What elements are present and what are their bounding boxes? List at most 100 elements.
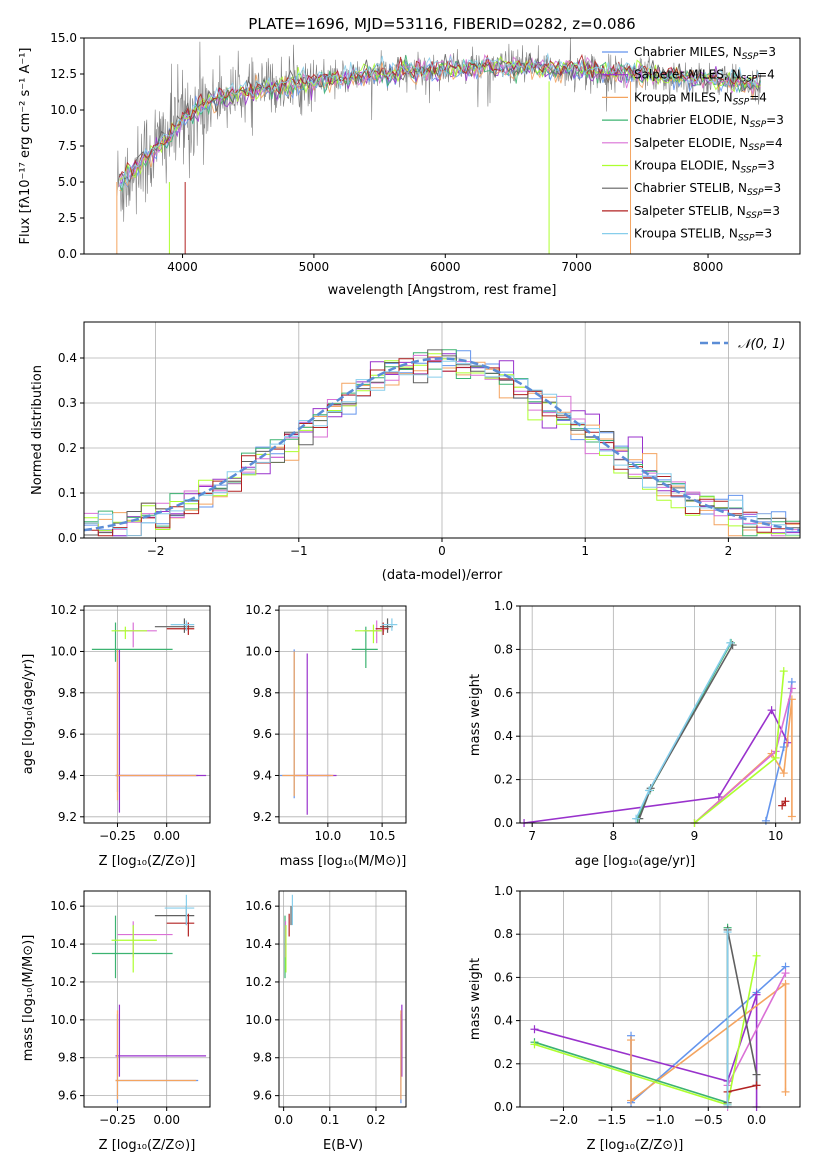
p4-x-tick-label: 10.0 <box>314 829 341 843</box>
p3-y-tick-label: 9.2 <box>58 810 77 824</box>
age-vs-z-panel: −0.25 0.00 9.2 9.4 9.6 9.8 10.0 10.2 <box>50 603 211 843</box>
p5-frame <box>519 605 801 824</box>
p7-x-tick-label: 0.0 <box>274 1113 293 1127</box>
residual-y-tick-label: 0.4 <box>58 351 77 365</box>
p7-y-tick-label: 10.2 <box>245 975 272 989</box>
p5-y-tick-label: 0.6 <box>494 686 513 700</box>
legend-entry: Kroupa STELIB, NSSP=3 <box>634 227 772 244</box>
legend-entry: Chabrier MILES, NSSP=3 <box>634 45 776 62</box>
p6-y-tick-label: 9.6 <box>58 1089 77 1103</box>
residual-y-tick-label: 0.2 <box>58 441 77 455</box>
p8-y-label: mass weight <box>468 958 483 1040</box>
legend-entry: Chabrier ELODIE, NSSP=3 <box>634 113 784 130</box>
p7-y-tick-label: 9.8 <box>253 1051 272 1065</box>
p7-y-tick-label: 9.6 <box>253 1089 272 1103</box>
spectrum-x-tick-label: 5000 <box>299 260 330 274</box>
p5-y-tick-label: 0.4 <box>494 729 513 743</box>
residual-histogram-panel: −2 −1 0 1 2 0.0 0.1 0.2 0.3 0.4 (data-model)/erro… <box>30 321 801 583</box>
p3-y-tick-label: 9.6 <box>58 727 77 741</box>
spectrum-y-tick-label: 5.0 <box>58 175 77 189</box>
p5-weight-line <box>523 708 789 824</box>
p5-y-tick-label: 0.2 <box>494 773 513 787</box>
weight-vs-age-panel: 7 8 9 10 0.0 0.2 0.4 0.6 0.8 1.0 <box>494 599 801 843</box>
mass-vs-z-panel: −0.25 0.00 9.6 9.8 10.0 10.2 10.4 10.6 <box>50 890 211 1127</box>
p8-y-tick-label: 0.8 <box>494 927 513 941</box>
p8-y-tick-label: 0.6 <box>494 970 513 984</box>
age-vs-mass-panel: 10.0 10.5 9.2 9.4 9.6 9.8 10.0 10.2 <box>245 603 407 843</box>
p3-y-label: age [log₁₀(age/yr)] <box>21 654 36 775</box>
p8-y-tick-label: 0.4 <box>494 1014 513 1028</box>
legend-entry: Salpeter ELODIE, NSSP=4 <box>634 136 783 153</box>
legend-entry: Kroupa ELODIE, NSSP=3 <box>634 159 775 176</box>
gauss-legend-label: 𝒩(0, 1) <box>738 337 785 352</box>
p3-y-tick-label: 10.2 <box>50 603 77 617</box>
spectrum-x-tick-label: 8000 <box>693 260 724 274</box>
p4-y-tick-label: 10.0 <box>245 644 272 658</box>
p5-x-tick-label: 10 <box>768 829 783 843</box>
p3-y-tick-label: 9.8 <box>58 686 77 700</box>
spectrum-panel: 4000 5000 6000 7000 8000 0.0 2.5 5.0 7.5 10.0 12.5… <box>18 15 801 298</box>
p5-x-label: age [log₁₀(age/yr)] <box>575 854 696 869</box>
p6-y-tick-label: 10.0 <box>50 1013 77 1027</box>
p8-y-tick-label: 0.2 <box>494 1057 513 1071</box>
p8-x-tick-label: −1.5 <box>597 1113 626 1127</box>
p4-x-label: mass [log₁₀(M/M⊙)] <box>280 854 407 869</box>
legend-entry: Salpeter STELIB, NSSP=3 <box>634 204 780 221</box>
p3-x-label: Z [log₁₀(Z/Z⊙)] <box>99 854 196 869</box>
legend-entry: Chabrier STELIB, NSSP=3 <box>634 181 781 198</box>
spectrum-y-tick-label: 0.0 <box>58 247 77 261</box>
gaussian-curve <box>83 357 801 532</box>
weight-vs-z-panel: −2.0 −1.5 −1.0 −0.5 0.0 0.0 0.2 0.4 0.6 0.8 1.0 <box>494 884 801 1127</box>
spectrum-y-tick-label: 2.5 <box>58 211 77 225</box>
p4-x-tick-label: 10.5 <box>369 829 396 843</box>
p4-y-tick-label: 10.2 <box>245 603 272 617</box>
spectrum-y-tick-label: 15.0 <box>50 31 77 45</box>
p8-x-label: Z [log₁₀(Z/Z⊙)] <box>587 1138 684 1153</box>
residual-x-tick-label: −1 <box>290 544 308 558</box>
p5-y-tick-label: 0.8 <box>494 642 513 656</box>
spectrum-x-tick-label: 6000 <box>430 260 461 274</box>
spectrum-x-tick-label: 4000 <box>167 260 198 274</box>
p7-frame <box>278 890 407 1108</box>
p6-y-label: mass [log₁₀(M/M⊙)] <box>21 935 36 1062</box>
p6-x-tick-label: 0.00 <box>153 1113 180 1127</box>
p8-x-tick-label: −2.0 <box>549 1113 578 1127</box>
p3-y-tick-label: 9.4 <box>58 768 77 782</box>
spectrum-model-line <box>119 53 762 178</box>
legend-entry: Salpeter MILES, NSSP=4 <box>634 68 775 85</box>
spectrum-x-label: wavelength [Angstrom, rest frame] <box>328 283 557 298</box>
p5-x-tick-label: 7 <box>528 829 536 843</box>
p4-y-tick-label: 9.6 <box>253 727 272 741</box>
p5-x-tick-label: 9 <box>691 829 699 843</box>
residual-x-tick-label: 1 <box>581 544 589 558</box>
p5-y-label: mass weight <box>468 674 483 756</box>
p4-y-tick-label: 9.8 <box>253 686 272 700</box>
p3-y-tick-label: 10.0 <box>50 644 77 658</box>
residual-y-label: Normed distribution <box>30 365 45 495</box>
p8-weight-line <box>727 1084 757 1093</box>
p6-y-tick-label: 10.2 <box>50 975 77 989</box>
p8-x-tick-label: −1.0 <box>645 1113 674 1127</box>
p7-x-label: E(B-V) <box>323 1138 363 1153</box>
p5-y-tick-label: 1.0 <box>494 599 513 613</box>
spectrum-y-tick-label: 12.5 <box>50 67 77 81</box>
p6-x-tick-label: −0.25 <box>99 1113 136 1127</box>
residual-x-tick-label: 0 <box>438 544 446 558</box>
p6-y-tick-label: 10.6 <box>50 899 77 913</box>
p8-x-tick-label: 0.0 <box>747 1113 766 1127</box>
p6-x-label: Z [log₁₀(Z/Z⊙)] <box>99 1138 196 1153</box>
spectrum-y-tick-label: 7.5 <box>58 139 77 153</box>
p6-frame <box>83 890 211 1108</box>
p5-y-tick-label: 0.0 <box>494 816 513 830</box>
spectrum-legend: Chabrier MILES, NSSP=3 Salpeter MILES, NS… <box>602 45 784 244</box>
p8-x-tick-label: −0.5 <box>694 1113 723 1127</box>
p8-y-tick-label: 1.0 <box>494 884 513 898</box>
spectrum-y-label: Flux [fλ10⁻¹⁷ erg cm⁻² s⁻¹ A⁻¹] <box>18 48 33 245</box>
p4-y-tick-label: 9.2 <box>253 810 272 824</box>
p7-x-tick-label: 0.2 <box>366 1113 385 1127</box>
spectrum-title: PLATE=1696, MJD=53116, FIBERID=0282, z=0… <box>248 15 635 33</box>
p7-y-tick-label: 10.6 <box>245 899 272 913</box>
residual-y-tick-label: 0.0 <box>58 531 77 545</box>
spectrum-model-line <box>119 52 762 189</box>
